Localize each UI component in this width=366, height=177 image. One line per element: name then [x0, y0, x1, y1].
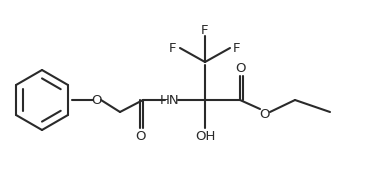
Text: F: F — [233, 41, 241, 55]
Text: OH: OH — [195, 130, 215, 144]
Text: O: O — [92, 93, 102, 107]
Text: F: F — [169, 41, 177, 55]
Text: F: F — [201, 24, 209, 36]
Text: O: O — [136, 130, 146, 144]
Text: HN: HN — [160, 93, 180, 107]
Text: O: O — [260, 109, 270, 121]
Text: O: O — [236, 61, 246, 75]
